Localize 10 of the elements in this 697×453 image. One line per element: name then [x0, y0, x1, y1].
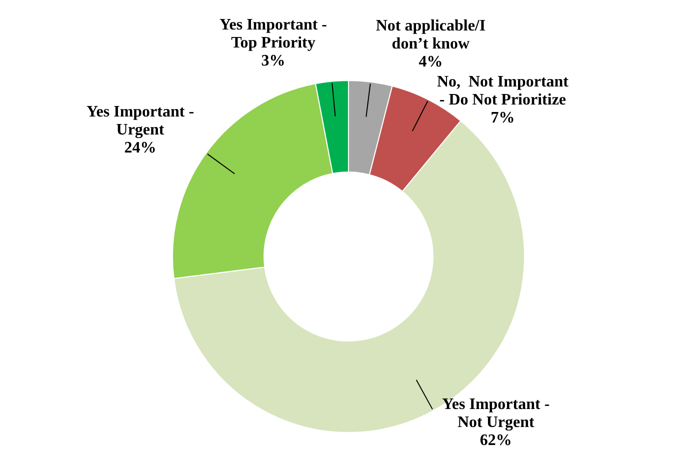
slice-label: No, Not Important - Do Not Prioritize	[436, 73, 570, 108]
data-label: 7%	[490, 109, 515, 126]
slice-label: Not applicable/I don’t know	[376, 17, 486, 52]
slice-label: Yes Important - Urgent	[86, 103, 194, 138]
data-label: 3%	[261, 52, 286, 70]
slice-label: Yes Important - Top Priority	[219, 16, 327, 52]
slice-label: Yes Important - Not Urgent	[442, 396, 550, 432]
data-label: 62%	[480, 432, 512, 450]
data-label: 4%	[418, 53, 443, 70]
data-label: 24%	[124, 139, 156, 156]
